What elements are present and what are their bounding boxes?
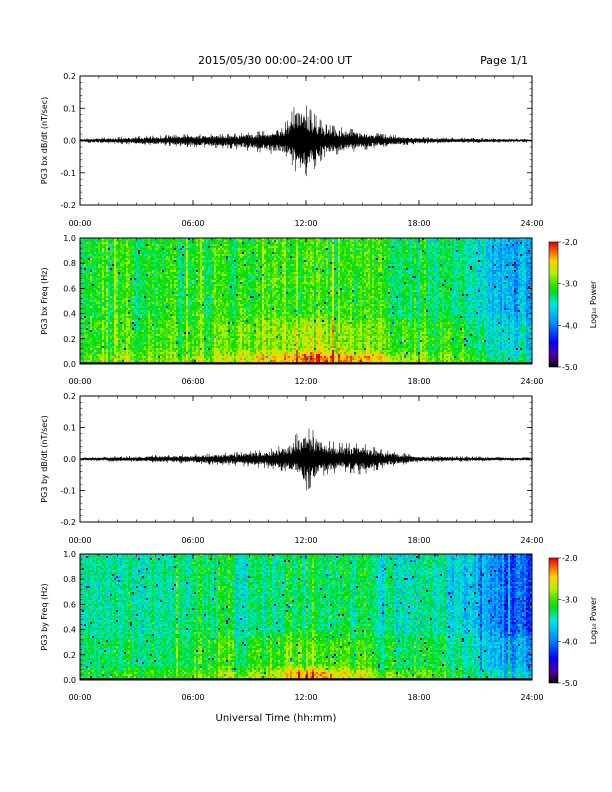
page-number: Page 1/1 xyxy=(480,54,528,67)
x-tick-label: 18:00 xyxy=(407,693,430,702)
colorbar xyxy=(548,241,559,368)
colorbar-title: Log₁₀ Power xyxy=(589,280,598,328)
y-axis-title: PG3 by Freq (Hz) xyxy=(40,583,49,650)
y-axis-title: PG3 bx Freq (Hz) xyxy=(40,267,49,334)
x-tick-label: 12:00 xyxy=(294,219,317,228)
x-tick-label: 06:00 xyxy=(181,219,204,228)
y-tick-label: -0.2 xyxy=(60,201,76,210)
x-tick-label: 18:00 xyxy=(407,377,430,386)
spectrogram-heatmap xyxy=(80,238,532,364)
y-tick-label: 0.4 xyxy=(63,626,76,635)
x-tick-label: 00:00 xyxy=(68,377,91,386)
y-tick-label: 0.2 xyxy=(63,72,76,81)
waveform-series-line xyxy=(79,428,533,491)
y-tick-label: 0.8 xyxy=(63,259,76,268)
colorbar-tick-label: -2.0 xyxy=(562,554,578,563)
colorbar-title: Log₁₀ Power xyxy=(589,596,598,644)
x-tick-label: 12:00 xyxy=(294,536,317,545)
x-tick-label: 12:00 xyxy=(294,693,317,702)
x-tick-label: 24:00 xyxy=(520,693,543,702)
y-tick-label: 0.1 xyxy=(63,424,76,433)
colorbar-tick-label: -4.0 xyxy=(562,637,578,646)
y-tick-label: 0.0 xyxy=(63,137,76,146)
x-tick-label: 12:00 xyxy=(294,377,317,386)
y-tick-label: 1.0 xyxy=(63,234,76,243)
colorbar-tick-label: -4.0 xyxy=(562,321,578,330)
y-tick-label: 0.6 xyxy=(63,600,76,609)
y-tick-label: 1.0 xyxy=(63,550,76,559)
x-tick-label: 24:00 xyxy=(520,536,543,545)
y-axis-title: PG3 by dB/dt (nT/sec) xyxy=(40,415,49,502)
x-tick-label: 18:00 xyxy=(407,219,430,228)
y-tick-label: 0.1 xyxy=(63,104,76,113)
x-tick-label: 00:00 xyxy=(68,219,91,228)
x-tick-label: 18:00 xyxy=(407,536,430,545)
plots: 00:00 06:00 12:00 18:00 24:00 0.2 0.1 0.0 -0.1 -0… xyxy=(40,72,598,702)
y-tick-label: 0.6 xyxy=(63,284,76,293)
colorbar-tick-label: -5.0 xyxy=(562,363,578,372)
y-tick-label: 0.2 xyxy=(63,651,76,660)
y-tick-label: 0.2 xyxy=(63,335,76,344)
x-tick-label: 06:00 xyxy=(181,377,204,386)
y-tick-label: 0.0 xyxy=(63,455,76,464)
waveform-series-line xyxy=(79,105,533,177)
y-axis-title: PG3 bx dB/dt (nT/sec) xyxy=(40,97,49,184)
colorbar-tick-label: -3.0 xyxy=(562,280,578,289)
colorbar-tick-label: -2.0 xyxy=(562,238,578,247)
x-tick-label: 24:00 xyxy=(520,219,543,228)
x-tick-label: 06:00 xyxy=(181,536,204,545)
y-tick-label: -0.1 xyxy=(60,487,76,496)
spectrogram-heatmap xyxy=(80,554,532,680)
page-title: 2015/05/30 00:00–24:00 UT xyxy=(198,54,352,67)
colorbar-tick-label: -3.0 xyxy=(562,596,578,605)
colorbar xyxy=(548,557,559,684)
y-tick-label: 0.8 xyxy=(63,575,76,584)
y-tick-label: 0.0 xyxy=(63,676,76,685)
colorbar-tick-label: -5.0 xyxy=(562,679,578,688)
x-tick-label: 06:00 xyxy=(181,693,204,702)
y-tick-label: 0.0 xyxy=(63,360,76,369)
y-tick-label: -0.1 xyxy=(60,169,76,178)
y-tick-label: -0.2 xyxy=(60,518,76,527)
y-tick-label: 0.2 xyxy=(63,392,76,401)
y-tick-label: 0.4 xyxy=(63,310,76,319)
x-tick-label: 00:00 xyxy=(68,693,91,702)
x-tick-label: 24:00 xyxy=(520,377,543,386)
x-axis-title: Universal Time (hh:mm) xyxy=(216,713,337,724)
x-tick-label: 00:00 xyxy=(68,536,91,545)
